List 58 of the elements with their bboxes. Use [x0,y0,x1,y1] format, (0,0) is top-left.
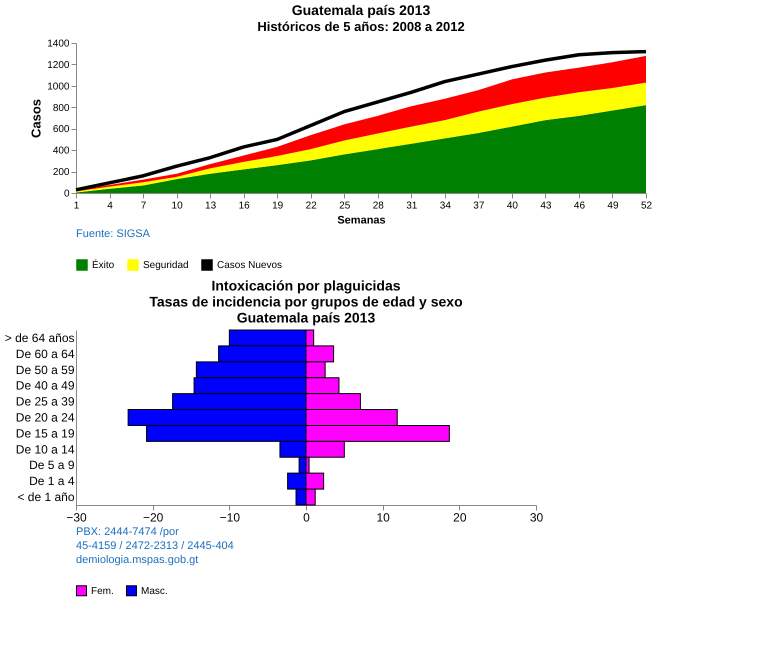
x-tick-label: 52 [640,200,652,212]
x-tick-label: 25 [339,200,351,212]
y-tick-label: > de 64 años [4,330,74,345]
chart-title: Intoxicación por plaguicidas Tasas de incidencia por grupos de edad y sexo Guatemala país 2013 [149,278,463,326]
y-tick-label: De 10 a 14 [16,442,75,456]
y-tick-label: De 15 a 19 [16,426,75,440]
x-tick-label: −30 [66,510,87,524]
y-tick-label: De 20 a 24 [16,410,75,424]
x-tick-label: 43 [540,200,552,212]
legend-label: Fem. [91,586,114,597]
y-tick-label: 200 [52,167,70,178]
x-tick-label: 4 [107,200,114,212]
source-note: Fuente: SIGSA [76,228,151,240]
y-tick-label: 1400 [47,38,70,50]
text: PBX: 2444-7474 /por [76,526,180,538]
y-tick-label: 600 [52,124,70,136]
x-tick-label: −10 [220,510,240,524]
y-tick-label: 1200 [47,60,70,71]
y-tick-label: < de 1 año [17,490,75,504]
x-tick-label: 0 [303,510,310,524]
x-tick-label: 49 [607,200,619,212]
y-tick-label: De 50 a 59 [16,362,75,377]
x-tick-label: 46 [574,200,586,212]
x-tick-label: 16 [238,200,250,212]
x-tick-label: 31 [406,200,418,212]
x-tick-label: 40 [506,200,518,212]
x-tick-label: 20 [453,510,467,524]
y-tick-label: De 25 a 39 [16,394,75,409]
legend-label: Masc. [141,586,168,597]
y-tick-label: De 60 a 64 [16,346,75,361]
legend-label: Éxito [92,259,115,271]
x-tick-label: 22 [306,200,318,212]
y-tick-label: De 40 a 49 [16,378,75,393]
x-tick-label: 28 [372,200,384,212]
x-tick-label: 13 [205,200,217,212]
text: demiologia.mspas.gob.gt [76,554,198,566]
y-axis-title: Casos [28,98,44,138]
y-tick-label: De 1 a 4 [29,474,75,488]
y-tick-label: 1000 [47,81,70,92]
y-tick-label: 0 [64,188,70,200]
x-tick-label: 1 [74,200,80,212]
chart-subtitle: Históricos de 5 años: 2008 a 2012 [257,19,465,34]
x-tick-label: 7 [140,200,147,212]
y-tick-label: 800 [52,102,70,114]
x-tick-label: 19 [272,200,284,212]
x-tick-label: −20 [142,510,164,524]
x-tick-label: 10 [376,510,390,524]
chart-title: Guatemala país 2013 [292,2,430,18]
y-tick-label: De 5 a 9 [29,458,75,472]
x-tick-label: 37 [473,200,485,212]
x-tick-label: 30 [530,510,544,524]
x-tick-label: 10 [172,200,184,212]
legend-label: Casos Nuevos [217,260,282,271]
x-tick-label: 34 [440,200,452,212]
legend-label: Seguridad [143,260,189,271]
y-tick-label: 400 [52,146,70,157]
x-axis-title: Semanas [337,214,386,226]
text: 45-4159 / 2472-2313 / 2445-404 [76,540,234,552]
